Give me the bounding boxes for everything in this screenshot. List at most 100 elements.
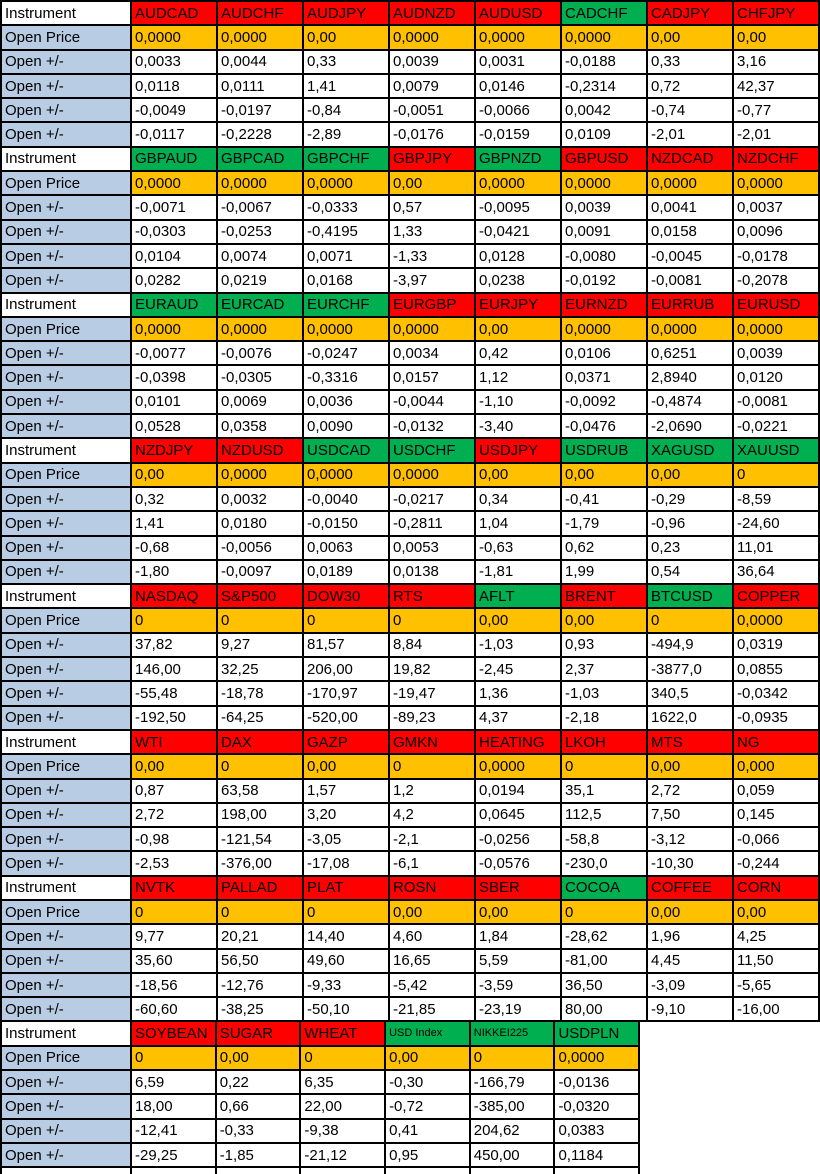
open-price-cell[interactable]: 0,0000 xyxy=(304,172,388,195)
open-change-cell[interactable]: -192,50 xyxy=(132,706,216,729)
open-change-row-label[interactable]: Open +/- xyxy=(2,512,130,535)
open-price-cell[interactable]: 0 xyxy=(470,1046,554,1070)
open-change-cell[interactable]: -0,0077 xyxy=(132,342,216,365)
open-change-cell[interactable]: 0,0319 xyxy=(734,633,818,657)
open-change-cell[interactable]: 0,0039 xyxy=(390,50,474,73)
open-change-cell[interactable]: -0,0333 xyxy=(304,196,388,219)
instrument-header-cell[interactable]: CORN xyxy=(734,876,818,899)
instrument-header-cell[interactable]: USD Index xyxy=(386,1022,469,1045)
instrument-header-cell[interactable]: AUDUSD xyxy=(476,2,560,25)
open-change-cell[interactable]: 0,0189 xyxy=(304,560,388,584)
open-change-cell[interactable]: 0,23 xyxy=(648,536,732,559)
open-change-cell[interactable]: 206,00 xyxy=(304,658,388,681)
open-change-cell[interactable]: 2,72 xyxy=(648,779,732,802)
open-price-cell[interactable]: 0 xyxy=(390,755,474,778)
open-price-cell[interactable]: 0,0000 xyxy=(390,463,474,486)
open-change-cell[interactable]: -0,0221 xyxy=(734,415,818,438)
open-price-row-label[interactable]: Open Price xyxy=(2,26,130,49)
open-change-cell[interactable]: 4,60 xyxy=(390,925,474,948)
open-change-cell[interactable]: -38,25 xyxy=(218,998,302,1021)
open-price-cell[interactable]: 0 xyxy=(390,609,474,632)
open-change-cell[interactable]: -1,33 xyxy=(390,244,474,268)
open-change-cell[interactable]: 19,82 xyxy=(390,658,474,681)
open-change-cell[interactable]: 0,0180 xyxy=(218,512,302,535)
instrument-row-label[interactable]: Instrument xyxy=(2,876,130,899)
open-change-cell[interactable]: 0,0138 xyxy=(390,560,474,584)
open-change-cell[interactable]: 4,37 xyxy=(476,706,560,729)
open-change-cell[interactable]: 2,37 xyxy=(562,658,646,681)
open-change-cell[interactable]: 0,0041 xyxy=(648,196,732,219)
open-change-cell[interactable]: -0,41 xyxy=(562,487,646,511)
instrument-header-cell[interactable]: USDJPY xyxy=(476,439,560,462)
open-change-cell[interactable]: 0,0238 xyxy=(476,269,560,292)
open-change-row-label[interactable]: Open +/- xyxy=(2,366,130,389)
open-price-cell[interactable]: 0,0000 xyxy=(218,463,302,486)
open-change-cell[interactable]: -385,00 xyxy=(470,1095,554,1118)
instrument-header-cell[interactable]: GBPNZD xyxy=(476,147,560,171)
open-change-cell[interactable]: -0,0256 xyxy=(476,828,560,851)
open-change-cell[interactable]: 16,65 xyxy=(390,949,474,972)
open-change-cell[interactable]: -18,56 xyxy=(132,973,216,997)
open-change-cell[interactable]: -0,0117 xyxy=(132,123,216,146)
open-price-cell[interactable]: 0,00 xyxy=(304,26,388,49)
open-price-cell[interactable]: 0,00 xyxy=(390,172,474,195)
open-change-cell[interactable]: -0,3316 xyxy=(304,366,388,389)
open-price-cell[interactable]: 0,0000 xyxy=(218,317,302,341)
instrument-header-cell[interactable]: EURCHF xyxy=(304,293,388,316)
open-change-cell[interactable]: -0,96 xyxy=(648,512,732,535)
open-change-cell[interactable]: 3,20 xyxy=(304,803,388,827)
open-change-cell[interactable]: 36,64 xyxy=(734,560,818,584)
instrument-header-cell[interactable]: EURUSD xyxy=(734,293,818,316)
instrument-header-cell[interactable]: WHEAT xyxy=(301,1022,385,1045)
instrument-header-cell[interactable]: XAUUSD xyxy=(734,439,818,462)
open-price-cell[interactable]: 0,0000 xyxy=(734,609,818,632)
open-change-cell[interactable]: 0,0383 xyxy=(555,1119,639,1142)
open-change-cell[interactable]: -0,84 xyxy=(304,99,388,122)
open-change-cell[interactable]: -0,0076 xyxy=(218,342,302,365)
open-price-cell[interactable]: 0 xyxy=(218,900,302,924)
open-change-cell[interactable]: 0,0033 xyxy=(132,50,216,73)
instrument-header-cell[interactable]: SOYBEAN xyxy=(132,1022,215,1045)
open-change-cell[interactable]: -9,33 xyxy=(304,973,388,997)
open-change-cell[interactable]: 2,8940 xyxy=(648,366,732,389)
open-change-cell[interactable]: 0,059 xyxy=(734,779,818,802)
open-change-cell[interactable]: 0,0128 xyxy=(476,244,560,268)
open-change-row-label[interactable]: Open +/- xyxy=(2,779,130,802)
open-price-cell[interactable]: 0,00 xyxy=(476,317,560,341)
instrument-header-cell[interactable]: SBER xyxy=(476,876,560,899)
open-change-cell[interactable]: 1,12 xyxy=(476,366,560,389)
open-price-cell[interactable]: 0,00 xyxy=(476,609,560,632)
open-change-cell[interactable]: 0,72 xyxy=(648,74,732,98)
instrument-header-cell[interactable]: COFFEE xyxy=(648,876,732,899)
open-price-cell[interactable]: 0,0000 xyxy=(734,317,818,341)
open-change-cell[interactable]: -2,01 xyxy=(734,123,818,146)
open-change-cell[interactable]: 63,58 xyxy=(218,779,302,802)
open-change-row-label[interactable]: Open +/- xyxy=(2,633,130,657)
open-price-cell[interactable]: 0,0000 xyxy=(304,463,388,486)
instrument-header-cell[interactable]: GBPUSD xyxy=(562,147,646,171)
open-change-cell[interactable]: 198,00 xyxy=(218,803,302,827)
open-price-cell[interactable]: 0,00 xyxy=(390,900,474,924)
instrument-header-cell[interactable]: EURCAD xyxy=(218,293,302,316)
open-price-cell[interactable]: 0,00 xyxy=(648,463,732,486)
open-change-cell[interactable]: 0,0032 xyxy=(218,487,302,511)
open-change-row-label[interactable]: Open +/- xyxy=(2,1119,130,1142)
open-change-cell[interactable]: 0,0071 xyxy=(304,244,388,268)
open-change-cell[interactable]: 36,50 xyxy=(562,973,646,997)
instrument-header-cell[interactable]: BTCUSD xyxy=(648,585,732,608)
open-price-cell[interactable]: 0 xyxy=(734,463,818,486)
instrument-header-cell[interactable]: NASDAQ xyxy=(132,585,216,608)
instrument-header-cell[interactable]: CADCHF xyxy=(562,2,646,25)
open-change-cell[interactable]: -9,10 xyxy=(648,998,732,1021)
open-change-cell[interactable]: 112,5 xyxy=(562,803,646,827)
open-change-cell[interactable]: -58,8 xyxy=(562,828,646,851)
open-change-cell[interactable]: -81,00 xyxy=(562,949,646,972)
open-change-cell[interactable]: -3,09 xyxy=(648,973,732,997)
open-change-cell[interactable]: -3,40 xyxy=(476,415,560,438)
open-price-cell[interactable]: 0 xyxy=(304,609,388,632)
instrument-header-cell[interactable]: NVTK xyxy=(132,876,216,899)
instrument-row-label[interactable]: Instrument xyxy=(2,439,130,462)
instrument-header-cell[interactable]: GBPCHF xyxy=(304,147,388,171)
open-change-cell[interactable]: -5,65 xyxy=(734,973,818,997)
open-price-cell[interactable]: 0 xyxy=(132,609,216,632)
